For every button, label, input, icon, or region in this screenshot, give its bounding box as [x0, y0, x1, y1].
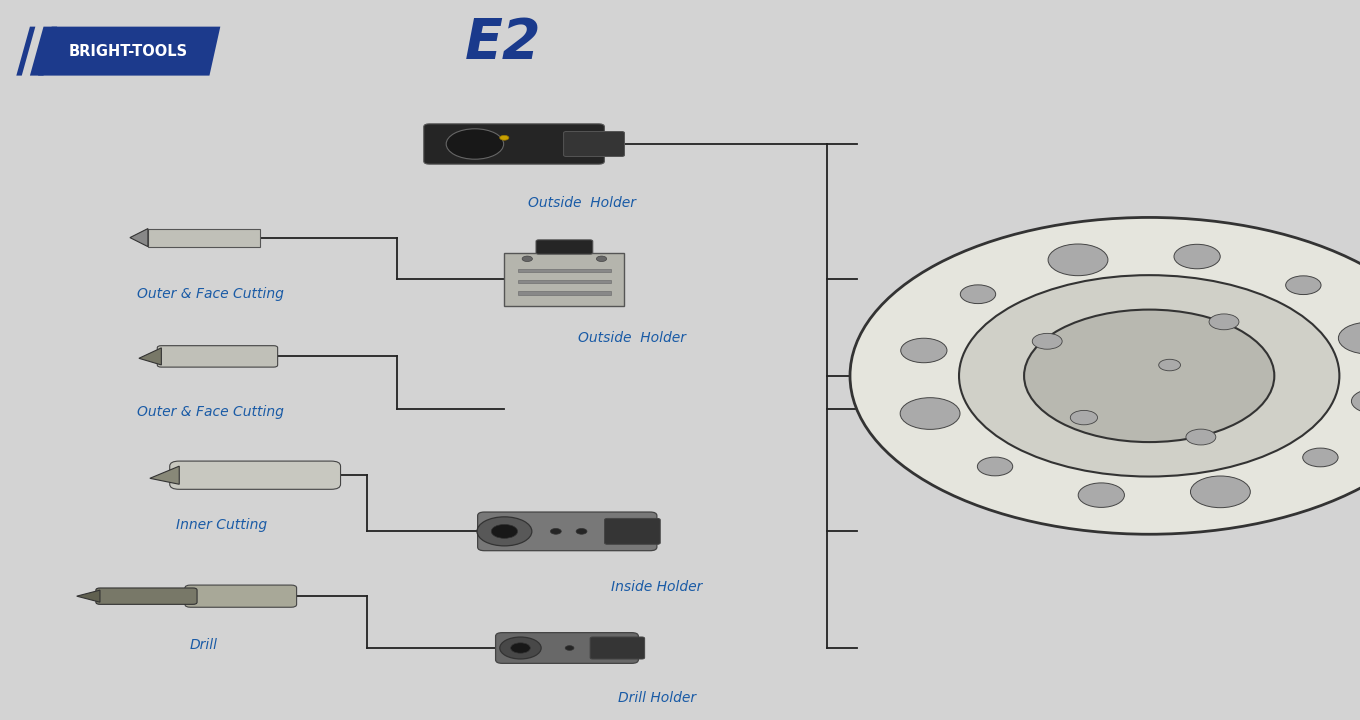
Circle shape [1174, 244, 1220, 269]
Text: Outside  Holder: Outside Holder [528, 196, 636, 210]
FancyBboxPatch shape [505, 253, 624, 306]
Circle shape [1285, 276, 1321, 294]
FancyBboxPatch shape [604, 518, 660, 544]
Polygon shape [16, 27, 35, 76]
Circle shape [1209, 314, 1239, 330]
Polygon shape [150, 466, 180, 485]
Circle shape [477, 517, 532, 546]
Circle shape [1070, 410, 1098, 425]
FancyBboxPatch shape [495, 633, 638, 663]
Text: Drill: Drill [190, 638, 218, 652]
Circle shape [597, 256, 607, 261]
Polygon shape [131, 228, 148, 247]
Text: Outer & Face Cutting: Outer & Face Cutting [137, 405, 284, 419]
Circle shape [522, 256, 532, 261]
Circle shape [499, 637, 541, 659]
FancyBboxPatch shape [185, 585, 296, 607]
Text: Outer & Face Cutting: Outer & Face Cutting [137, 287, 284, 300]
FancyBboxPatch shape [518, 292, 611, 294]
Circle shape [959, 275, 1340, 477]
Text: Inside Holder: Inside Holder [611, 580, 703, 594]
Circle shape [566, 646, 574, 650]
Circle shape [1352, 389, 1360, 413]
Text: Drill Holder: Drill Holder [617, 691, 696, 705]
Circle shape [510, 643, 530, 653]
FancyBboxPatch shape [158, 346, 277, 367]
FancyBboxPatch shape [148, 228, 260, 247]
Circle shape [1049, 244, 1108, 276]
FancyBboxPatch shape [518, 269, 611, 272]
Circle shape [900, 397, 960, 429]
Polygon shape [76, 590, 101, 602]
Circle shape [499, 135, 509, 140]
Polygon shape [139, 348, 162, 365]
Circle shape [900, 338, 947, 363]
Circle shape [960, 285, 996, 304]
Circle shape [446, 129, 503, 159]
FancyBboxPatch shape [424, 124, 604, 164]
FancyBboxPatch shape [590, 637, 645, 659]
Circle shape [551, 528, 562, 534]
FancyBboxPatch shape [518, 280, 611, 284]
Polygon shape [30, 27, 220, 76]
FancyBboxPatch shape [563, 132, 624, 156]
Circle shape [1024, 310, 1274, 442]
Circle shape [577, 528, 588, 534]
Circle shape [1159, 359, 1180, 371]
Circle shape [1338, 323, 1360, 354]
Text: Inner Cutting: Inner Cutting [175, 518, 268, 532]
Circle shape [1078, 483, 1125, 508]
Circle shape [1303, 448, 1338, 467]
FancyBboxPatch shape [477, 512, 657, 551]
Text: BRIGHT-TOOLS: BRIGHT-TOOLS [68, 44, 188, 58]
Circle shape [1186, 429, 1216, 445]
FancyBboxPatch shape [170, 461, 340, 490]
Text: E2: E2 [465, 17, 541, 71]
Circle shape [1032, 333, 1062, 349]
Text: Outside  Holder: Outside Holder [578, 331, 687, 345]
Circle shape [1190, 476, 1250, 508]
Polygon shape [38, 27, 57, 76]
Circle shape [491, 524, 518, 539]
FancyBboxPatch shape [536, 240, 593, 254]
Circle shape [978, 457, 1013, 476]
Circle shape [850, 217, 1360, 534]
FancyBboxPatch shape [95, 588, 197, 604]
